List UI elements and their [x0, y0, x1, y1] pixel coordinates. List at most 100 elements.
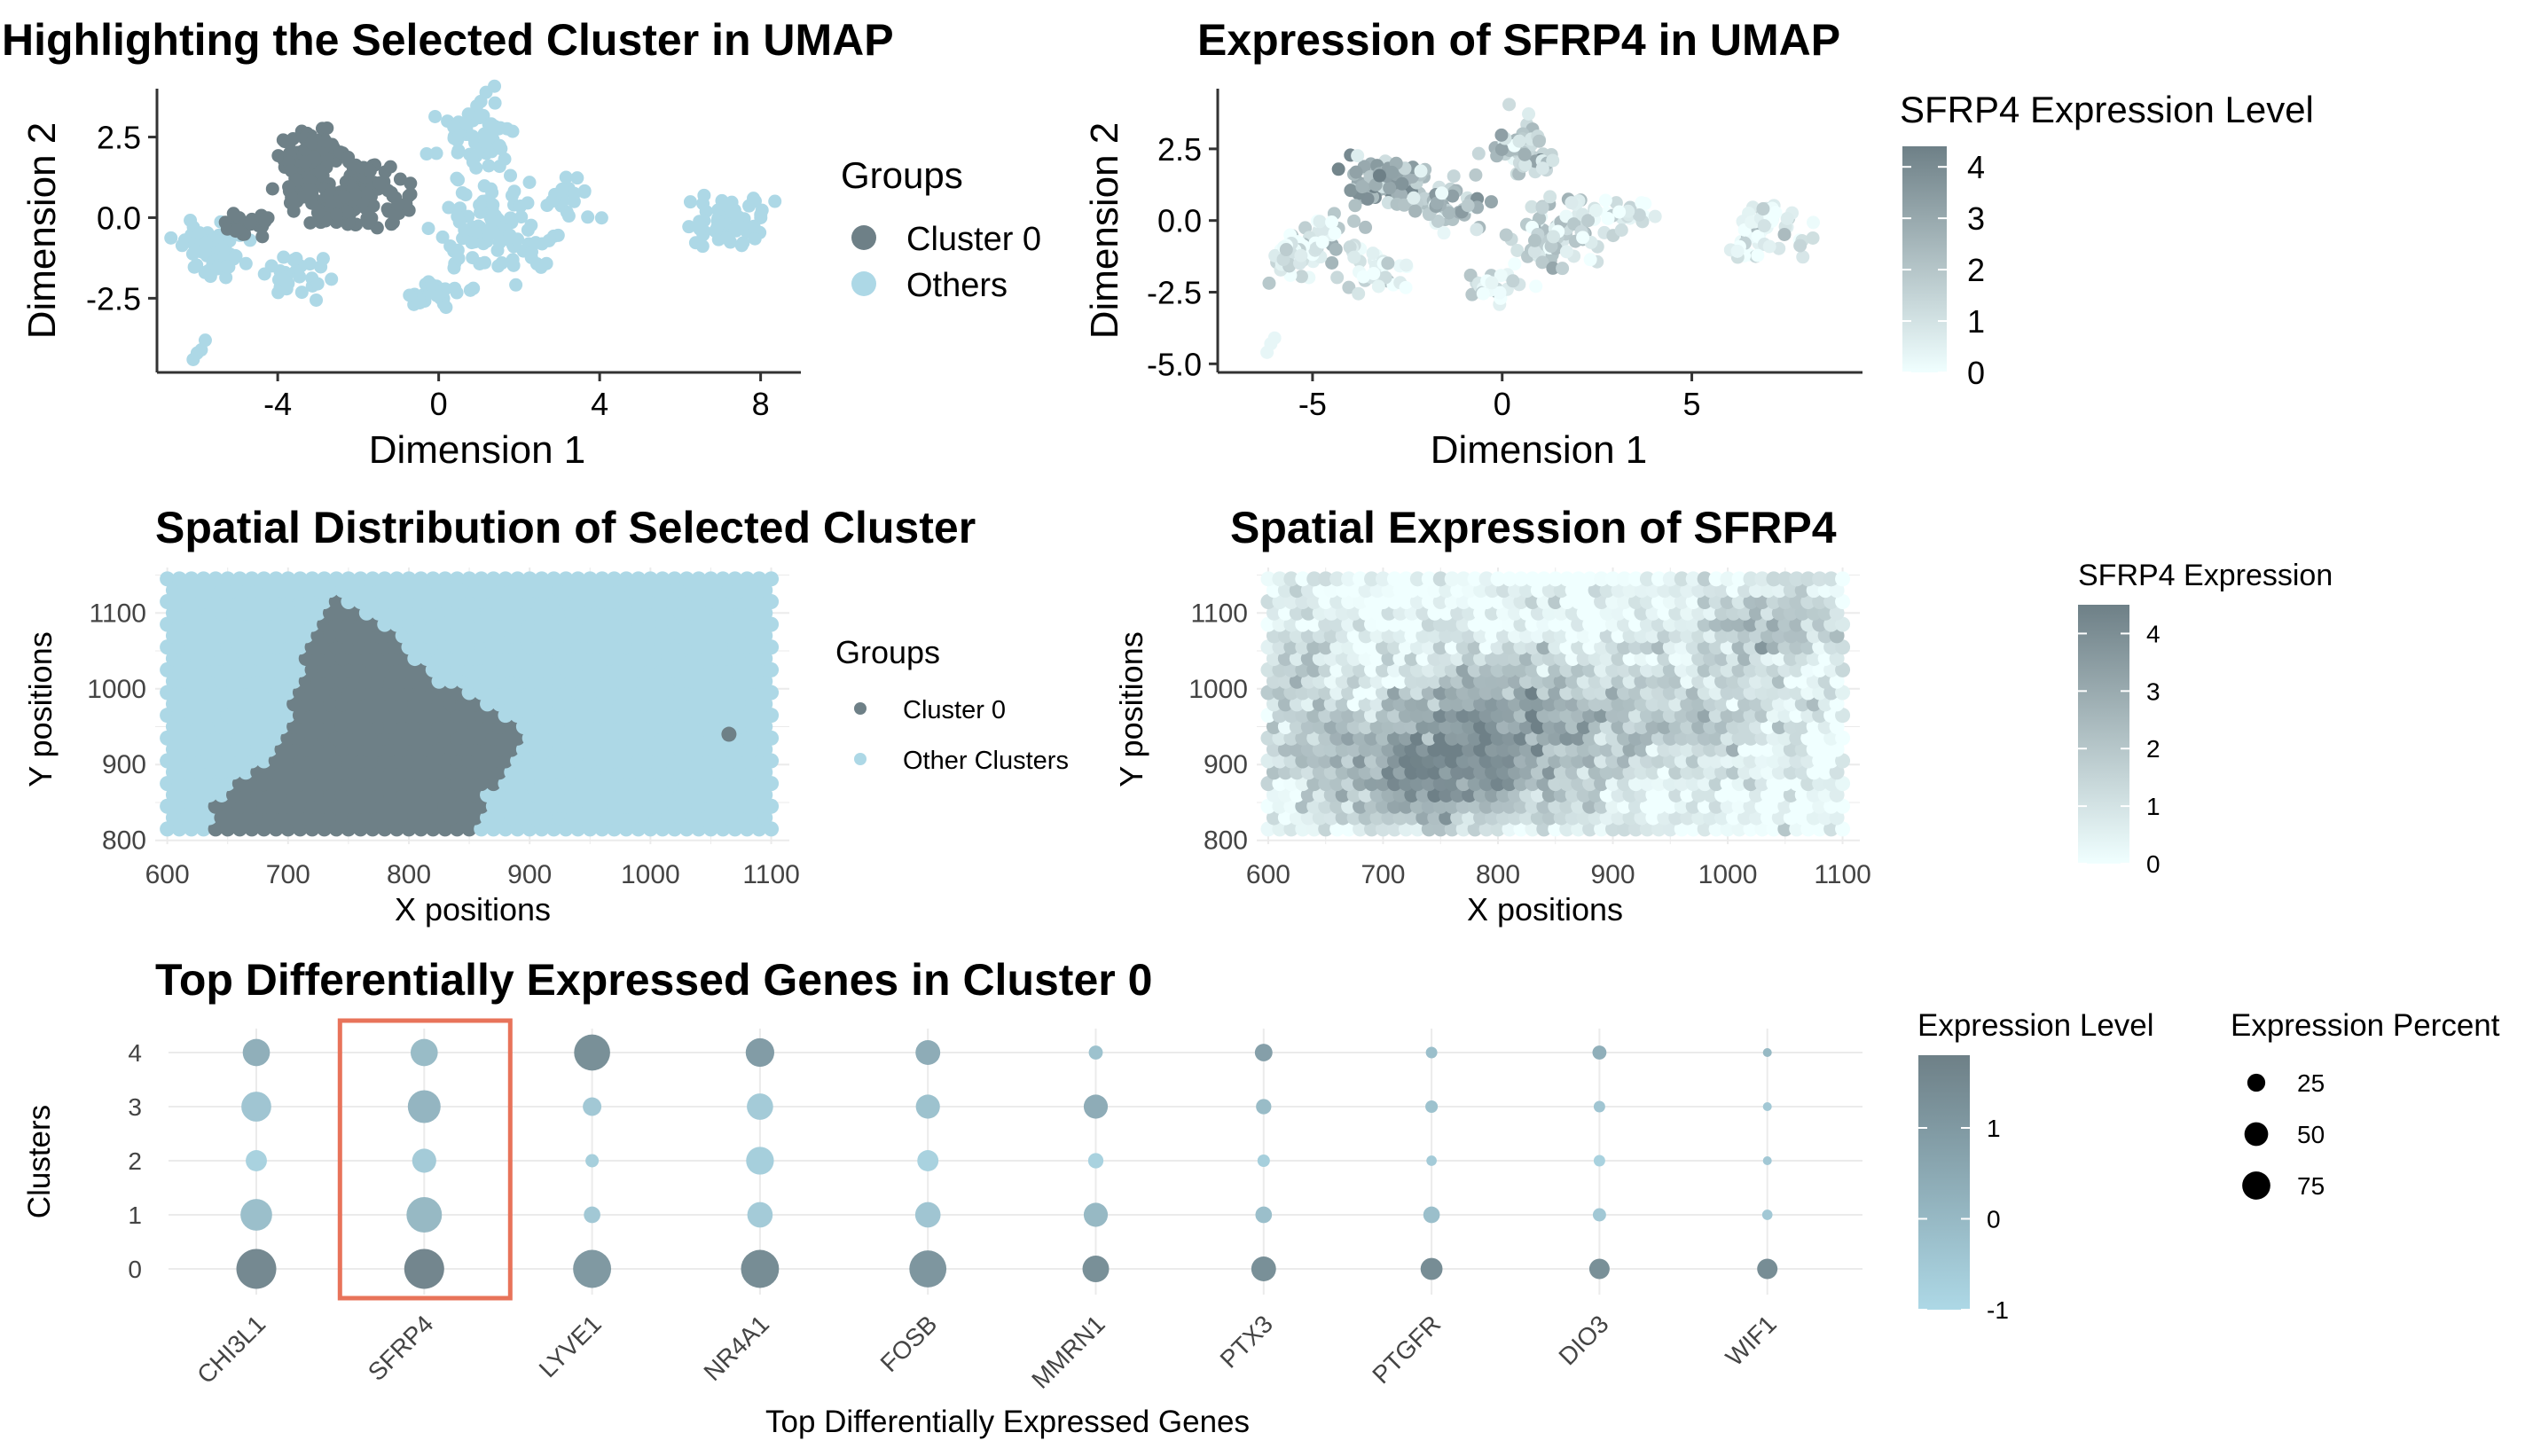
- spot-expression: [1634, 810, 1650, 826]
- spot-expression: [1777, 616, 1793, 632]
- colorbar-tick-label: 4: [1967, 149, 1985, 185]
- umap-cluster-legend-title: Groups: [841, 154, 963, 196]
- spot-expression: [1490, 639, 1506, 655]
- spot-cluster0: [455, 787, 471, 802]
- spot-other: [540, 605, 556, 621]
- spot-expression: [1714, 651, 1730, 667]
- spot-expression: [1478, 730, 1494, 746]
- spot-expression: [1754, 798, 1770, 814]
- gene-label-mmrn1: MMRN1: [1026, 1310, 1110, 1394]
- spot-other: [443, 583, 459, 599]
- spot-expression: [1277, 741, 1293, 757]
- spot-other: [588, 719, 604, 735]
- spot-expression: [1743, 753, 1759, 769]
- spot-cluster0: [401, 730, 417, 746]
- spot-cluster0: [383, 696, 399, 712]
- spot-cluster0: [317, 821, 333, 837]
- spot-expression: [1478, 821, 1494, 837]
- spot-other: [474, 821, 490, 837]
- spatial-cluster-y-label: Y positions: [22, 631, 59, 787]
- spot-other: [661, 583, 677, 599]
- spot-expression: [1668, 719, 1684, 735]
- spot-expression: [1685, 661, 1701, 677]
- spot-other: [697, 651, 713, 667]
- spot-other: [764, 685, 780, 701]
- spatial-cluster-legend-swatch-others: [854, 753, 867, 765]
- spot-expression: [1432, 798, 1448, 814]
- spot-expression: [1817, 628, 1833, 644]
- dotplot-dots: [236, 1034, 1778, 1289]
- spot-other: [244, 616, 260, 632]
- spot-expression: [1662, 571, 1678, 587]
- spot-expression: [1318, 616, 1334, 632]
- spot-expression: [1754, 821, 1770, 837]
- spot-other: [177, 605, 193, 621]
- umap-expression-point: [1349, 165, 1363, 179]
- spot-other: [480, 583, 496, 599]
- dot-chi3l1-cluster1: [240, 1199, 272, 1231]
- spot-expression: [1611, 605, 1627, 621]
- spot-other: [709, 583, 725, 599]
- spot-expression: [1708, 821, 1724, 837]
- spot-other: [413, 616, 429, 632]
- spot-expression: [1272, 639, 1288, 655]
- spot-expression: [1421, 593, 1437, 609]
- spot-expression: [1794, 764, 1810, 780]
- spot-cluster0: [298, 696, 314, 712]
- umap-expression-point: [1525, 200, 1539, 214]
- spot-other: [764, 639, 780, 655]
- spot-expression: [1645, 583, 1661, 599]
- spot-expression: [1789, 753, 1805, 769]
- umap-point-others: [490, 243, 505, 257]
- spot-expression: [1812, 571, 1828, 587]
- spot-expression: [1306, 571, 1322, 587]
- spot-other: [552, 605, 568, 621]
- spot-other: [607, 776, 623, 792]
- spot-other: [661, 651, 677, 667]
- spot-other: [528, 719, 544, 735]
- spot-cluster0: [353, 753, 369, 769]
- spot-other: [377, 571, 393, 587]
- spot-expression: [1495, 764, 1511, 780]
- spot-other: [545, 639, 561, 655]
- spot-expression: [1548, 821, 1564, 837]
- spot-other: [721, 810, 737, 826]
- spot-expression: [1731, 798, 1747, 814]
- spot-cluster0: [328, 821, 344, 837]
- spot-expression: [1409, 776, 1425, 792]
- umap-point-cluster0: [318, 134, 333, 148]
- spot-other: [208, 639, 224, 655]
- umap-point-others: [522, 176, 537, 190]
- spot-expression: [1817, 719, 1833, 735]
- spot-expression: [1306, 730, 1322, 746]
- spot-expression: [1518, 583, 1534, 599]
- dot-mmrn1-cluster4: [1088, 1045, 1103, 1060]
- spot-expression: [1708, 685, 1724, 701]
- umap-expression-point: [1328, 226, 1342, 240]
- spot-expression: [1381, 741, 1397, 757]
- spot-other: [588, 651, 604, 667]
- umap-cluster-legend-label-others: Others: [906, 267, 1008, 304]
- spot-expression: [1495, 651, 1511, 667]
- spot-expression: [1513, 708, 1529, 724]
- spot-other: [594, 798, 610, 814]
- spot-expression: [1800, 639, 1816, 655]
- spot-expression: [1766, 661, 1782, 677]
- spot-expression: [1691, 741, 1707, 757]
- spot-other: [322, 583, 338, 599]
- spot-other: [184, 593, 200, 609]
- x-tick-label: 0: [430, 386, 448, 422]
- spot-expression: [1312, 583, 1328, 599]
- spot-other: [624, 696, 640, 712]
- spot-expression: [1760, 787, 1776, 802]
- spot-expression: [1386, 593, 1402, 609]
- spot-expression: [1277, 673, 1293, 689]
- spot-expression: [1358, 605, 1374, 621]
- umap-expression-point: [1476, 286, 1490, 301]
- spot-expression: [1685, 776, 1701, 792]
- spot-expression: [1353, 616, 1368, 632]
- spot-expression: [1266, 764, 1282, 780]
- spot-expression: [1439, 628, 1455, 644]
- spot-other: [685, 696, 701, 712]
- spot-expression: [1794, 810, 1810, 826]
